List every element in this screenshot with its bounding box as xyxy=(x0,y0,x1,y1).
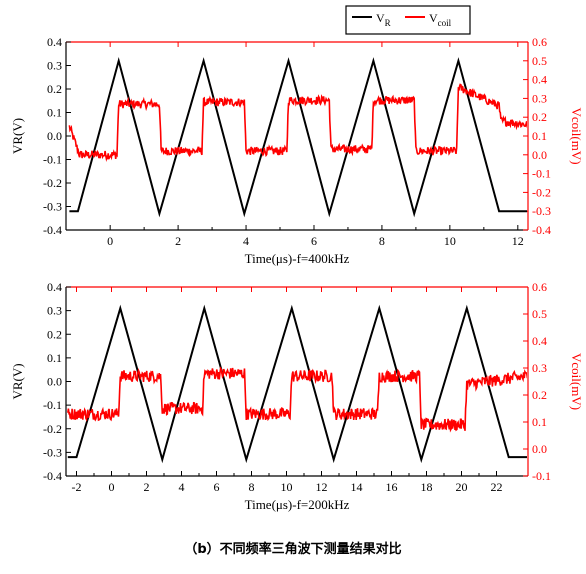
y-left-tick-label: -0.1 xyxy=(43,398,62,412)
y-left-tick-label: 0.1 xyxy=(47,351,62,365)
y-right-axis-label: Vcoil(mV) xyxy=(569,107,584,164)
chart-panel-200khz: -2 0 2 4 6 8 10 12 14 16 18 20 22 -0.4 -0.3 -0.2 -0.1 0.0… xyxy=(10,280,584,512)
y-left-tick-label: -0.4 xyxy=(43,223,62,237)
y-left-tick-label: 0.2 xyxy=(47,327,62,341)
figure-caption: （b）不同频率三角波下测量结果对比 xyxy=(184,542,402,557)
x-axis-label: Time(μs)-f=400kHz xyxy=(245,251,350,266)
y-left-tick-label: -0.3 xyxy=(43,445,62,459)
y-right-tick-label: -0.3 xyxy=(532,204,551,218)
y-right-tick-label: -0.4 xyxy=(532,223,551,237)
y-right-tick-label: 0.5 xyxy=(532,54,547,68)
y-left-tick-label: -0.2 xyxy=(43,176,62,190)
y-left-tick-label: 0.0 xyxy=(47,375,62,389)
y-right-tick-label: -0.1 xyxy=(532,167,551,181)
x-tick-label: 0 xyxy=(109,480,115,494)
x-tick-label: 6 xyxy=(311,234,317,248)
y-right-tick-label: 0.6 xyxy=(532,35,547,49)
legend: VR Vcoil xyxy=(345,5,471,35)
y-right-tick-label: 0.2 xyxy=(532,388,547,402)
y-right-tick-label: -0.2 xyxy=(532,185,551,199)
y-left-tick-label: -0.3 xyxy=(43,200,62,214)
x-tick-label: 10 xyxy=(281,480,293,494)
y-left-axis-label: VR(V) xyxy=(10,363,25,399)
y-right-tick-label: 0.1 xyxy=(532,415,547,429)
x-tick-label: 2 xyxy=(144,480,150,494)
legend-vcoil-label: Vcoil xyxy=(429,11,452,28)
x-axis-label: Time(μs)-f=200kHz xyxy=(245,497,350,512)
y-left-tick-label: 0.4 xyxy=(47,280,62,294)
y-right-tick-label: 0.3 xyxy=(532,361,547,375)
series-vcoil-line xyxy=(68,83,527,162)
x-tick-label: 18 xyxy=(421,480,433,494)
series-vr-line xyxy=(69,56,527,218)
x-tick-label: 12 xyxy=(316,480,328,494)
x-tick-label: 6 xyxy=(214,480,220,494)
x-tick-label: 0 xyxy=(107,234,113,248)
y-right-tick-label: 0.0 xyxy=(532,442,547,456)
y-right-tick-label: 0.4 xyxy=(532,73,547,87)
y-right-tick-label: -0.1 xyxy=(532,469,551,483)
legend-vr-label: VR xyxy=(376,11,391,28)
y-right-tick-label: 0.1 xyxy=(532,129,547,143)
y-right-tick-label: 0.2 xyxy=(532,110,547,124)
x-tick-label: 12 xyxy=(512,234,524,248)
series-vcoil-line xyxy=(67,366,527,433)
y-left-tick-label: -0.2 xyxy=(43,422,62,436)
x-tick-label: 20 xyxy=(456,480,468,494)
x-tick-label: 14 xyxy=(351,480,363,494)
series-vr-line xyxy=(67,304,527,464)
y-left-tick-label: 0.0 xyxy=(47,129,62,143)
x-tick-label: 16 xyxy=(386,480,398,494)
x-tick-label: 10 xyxy=(444,234,456,248)
y-left-tick-label: 0.3 xyxy=(47,304,62,318)
y-right-tick-label: 0.3 xyxy=(532,91,547,105)
y-right-axis-label: Vcoil(mV) xyxy=(569,353,584,410)
y-left-tick-label: 0.2 xyxy=(47,82,62,96)
chart-panel-400khz: 0 2 4 6 8 10 12 -0.4 -0.3 -0.2 -0.1 0.0 0.1 0.2 0.3 0.4… xyxy=(10,35,584,266)
x-tick-label: 8 xyxy=(379,234,385,248)
x-tick-label: 4 xyxy=(179,480,185,494)
x-tick-label: 22 xyxy=(491,480,503,494)
y-left-tick-label: -0.1 xyxy=(43,153,62,167)
x-tick-label: 4 xyxy=(243,234,249,248)
y-right-tick-label: 0.0 xyxy=(532,148,547,162)
y-left-axis-label: VR(V) xyxy=(10,118,25,154)
y-left-tick-label: -0.4 xyxy=(43,469,62,483)
y-right-tick-label: 0.5 xyxy=(532,307,547,321)
y-left-tick-label: 0.1 xyxy=(47,106,62,120)
y-left-tick-label: 0.3 xyxy=(47,59,62,73)
y-left-tick-label: 0.4 xyxy=(47,35,62,49)
x-tick-label: 2 xyxy=(175,234,181,248)
x-tick-label: -2 xyxy=(72,480,82,494)
y-right-tick-label: 0.6 xyxy=(532,280,547,294)
y-right-tick-label: 0.4 xyxy=(532,334,547,348)
x-tick-label: 8 xyxy=(249,480,255,494)
